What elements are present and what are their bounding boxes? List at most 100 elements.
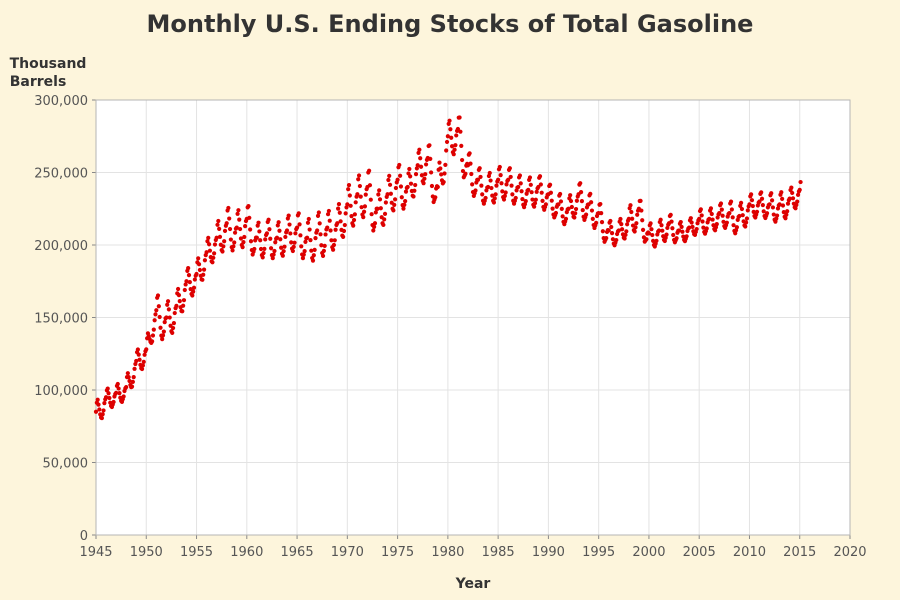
data-point [222, 239, 227, 244]
data-point [445, 134, 450, 139]
data-point [369, 212, 374, 217]
data-point [506, 177, 511, 182]
plot-border [95, 99, 851, 536]
data-point [252, 246, 257, 252]
data-point [669, 219, 674, 224]
data-point [191, 289, 196, 294]
data-point [747, 202, 752, 207]
data-point [306, 216, 311, 222]
data-point [297, 222, 302, 227]
data-point [352, 212, 357, 217]
data-point [166, 307, 171, 312]
data-point [528, 182, 533, 187]
data-point [376, 192, 381, 197]
data-point [750, 203, 755, 209]
data-point [150, 333, 156, 338]
data-point [321, 248, 326, 253]
data-point [759, 196, 765, 201]
data-point [573, 211, 578, 216]
data-point [96, 402, 101, 407]
x-tick-label: 1945 [79, 545, 112, 560]
data-point [335, 221, 340, 226]
data-point [377, 188, 382, 193]
y-tick-label: 200,000 [34, 239, 88, 254]
data-point [273, 240, 278, 245]
data-point [668, 212, 673, 217]
data-point [346, 187, 351, 192]
data-point [572, 215, 577, 220]
data-point [398, 173, 403, 178]
data-point [468, 161, 473, 166]
data-point [307, 227, 312, 232]
data-point [345, 202, 350, 207]
x-tick-label: 1950 [130, 545, 163, 560]
x-tick-label: 1980 [431, 545, 464, 560]
data-point [277, 228, 282, 233]
data-point [234, 225, 239, 230]
data-point [268, 236, 273, 241]
data-point [230, 248, 235, 253]
data-point [670, 226, 675, 231]
data-point [95, 397, 100, 402]
data-point [115, 381, 120, 387]
data-point [588, 191, 593, 196]
data-point [610, 237, 616, 242]
data-point [600, 229, 605, 234]
data-point [797, 187, 802, 192]
data-point [332, 238, 337, 243]
data-point [509, 183, 514, 188]
data-point [453, 143, 458, 148]
data-point [625, 222, 630, 227]
data-point [780, 203, 786, 208]
data-point [248, 239, 254, 244]
data-point [516, 184, 521, 190]
data-point [751, 209, 756, 214]
data-point [644, 237, 649, 242]
data-point [320, 253, 326, 259]
data-point [176, 293, 182, 298]
data-point [291, 244, 296, 249]
data-point [793, 206, 798, 211]
data-point [281, 249, 286, 254]
data-point [737, 213, 742, 219]
data-point [606, 228, 611, 233]
data-point [491, 200, 497, 205]
data-point [134, 358, 139, 364]
data-point [640, 227, 646, 232]
x-tick-label: 1990 [532, 545, 565, 560]
y-tick-label: 100,000 [34, 384, 88, 399]
data-point [212, 251, 217, 256]
data-point [181, 298, 187, 303]
data-point [720, 213, 725, 218]
data-point [302, 249, 307, 254]
data-point [769, 191, 774, 196]
data-point [210, 260, 215, 265]
data-point [237, 217, 242, 222]
data-point [449, 144, 455, 149]
data-point [648, 221, 653, 226]
data-point [305, 220, 311, 225]
data-point [729, 207, 734, 212]
data-point [353, 200, 358, 205]
data-point [435, 184, 440, 190]
data-point [439, 172, 444, 177]
data-point [371, 228, 376, 233]
data-point [222, 228, 228, 233]
x-tick-label: 2005 [683, 545, 716, 560]
data-point [331, 242, 337, 248]
data-point [361, 209, 367, 214]
data-point [649, 227, 654, 232]
data-point [288, 231, 293, 236]
data-point [356, 173, 362, 178]
data-point [556, 202, 561, 207]
data-point [361, 215, 366, 220]
data-point [266, 217, 271, 222]
data-point [785, 201, 791, 206]
data-point [707, 216, 712, 221]
data-point [240, 245, 245, 250]
data-point [714, 222, 719, 227]
data-point [794, 202, 799, 208]
data-point [448, 127, 453, 132]
data-point [217, 226, 222, 232]
data-point [558, 199, 564, 204]
